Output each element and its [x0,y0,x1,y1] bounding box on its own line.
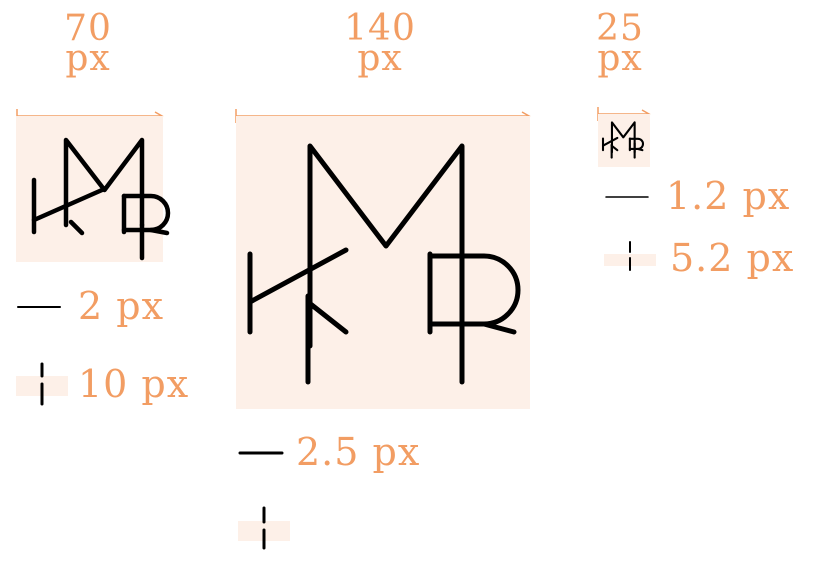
logo-panel-70 [16,116,163,262]
stroke-width-sample-25 [605,196,649,198]
size-value: 25 [596,8,644,49]
monogram-logo-140 [247,143,521,385]
stroke-width-label-70: 2 px [78,284,165,328]
spacing-label-70: 10 px [78,362,190,406]
size-label-70: 70 px [38,8,138,79]
spacing-sample-70 [40,362,44,406]
stroke-width-label-25: 1.2 px [666,174,791,218]
logo-panel-140 [236,116,530,409]
monogram-logo-25 [601,121,644,159]
size-unit: px [597,38,643,79]
size-value: 70 [64,8,112,49]
size-unit: px [357,38,403,79]
spacing-sample-25 [629,241,631,271]
size-unit: px [65,38,111,79]
spacing-sample-140 [262,506,266,550]
size-value: 140 [344,8,416,49]
stroke-width-sample-140 [238,451,284,455]
stroke-width-sample-70 [17,306,61,308]
size-label-140: 140 px [320,8,440,79]
monogram-logo-70 [31,137,171,261]
size-label-25: 25 px [580,8,660,79]
spacing-label-25: 5.2 px [670,236,795,280]
stroke-width-label-140: 2.5 px [296,430,421,474]
